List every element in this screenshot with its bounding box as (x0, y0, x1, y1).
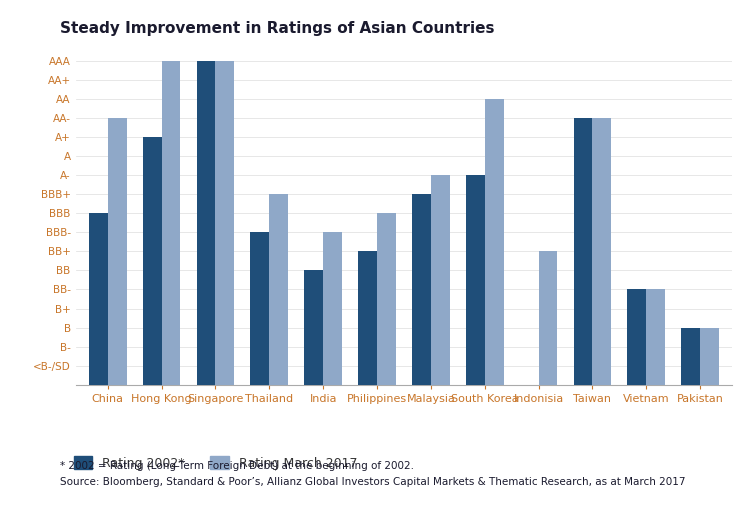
Text: Source: Bloomberg, Standard & Poor’s, Allianz Global Investors Capital Markets &: Source: Bloomberg, Standard & Poor’s, Al… (60, 477, 686, 487)
Bar (143, 137, 162, 385)
Bar (574, 118, 593, 385)
Bar (251, 232, 270, 385)
Bar (196, 61, 215, 385)
Text: Steady Improvement in Ratings of Asian Countries: Steady Improvement in Ratings of Asian C… (60, 21, 495, 35)
Bar (412, 194, 431, 385)
Bar (538, 251, 557, 385)
Text: * 2002 = Rating (Long-Term Foreign Debt) at the beginning of 2002.: * 2002 = Rating (Long-Term Foreign Debt)… (60, 461, 414, 471)
Bar (700, 328, 719, 385)
Bar (431, 175, 450, 385)
Bar (377, 213, 396, 385)
Bar (627, 289, 646, 385)
Bar (108, 118, 127, 385)
Bar (304, 270, 323, 385)
Bar (89, 213, 108, 385)
Bar (358, 251, 377, 385)
Bar (466, 175, 485, 385)
Bar (270, 194, 288, 385)
Legend: Rating 2002*, Rating March 2017: Rating 2002*, Rating March 2017 (69, 451, 362, 475)
Bar (681, 328, 700, 385)
Bar (593, 118, 612, 385)
Bar (162, 61, 180, 385)
Bar (485, 99, 504, 385)
Bar (646, 289, 665, 385)
Bar (215, 61, 234, 385)
Bar (323, 232, 342, 385)
